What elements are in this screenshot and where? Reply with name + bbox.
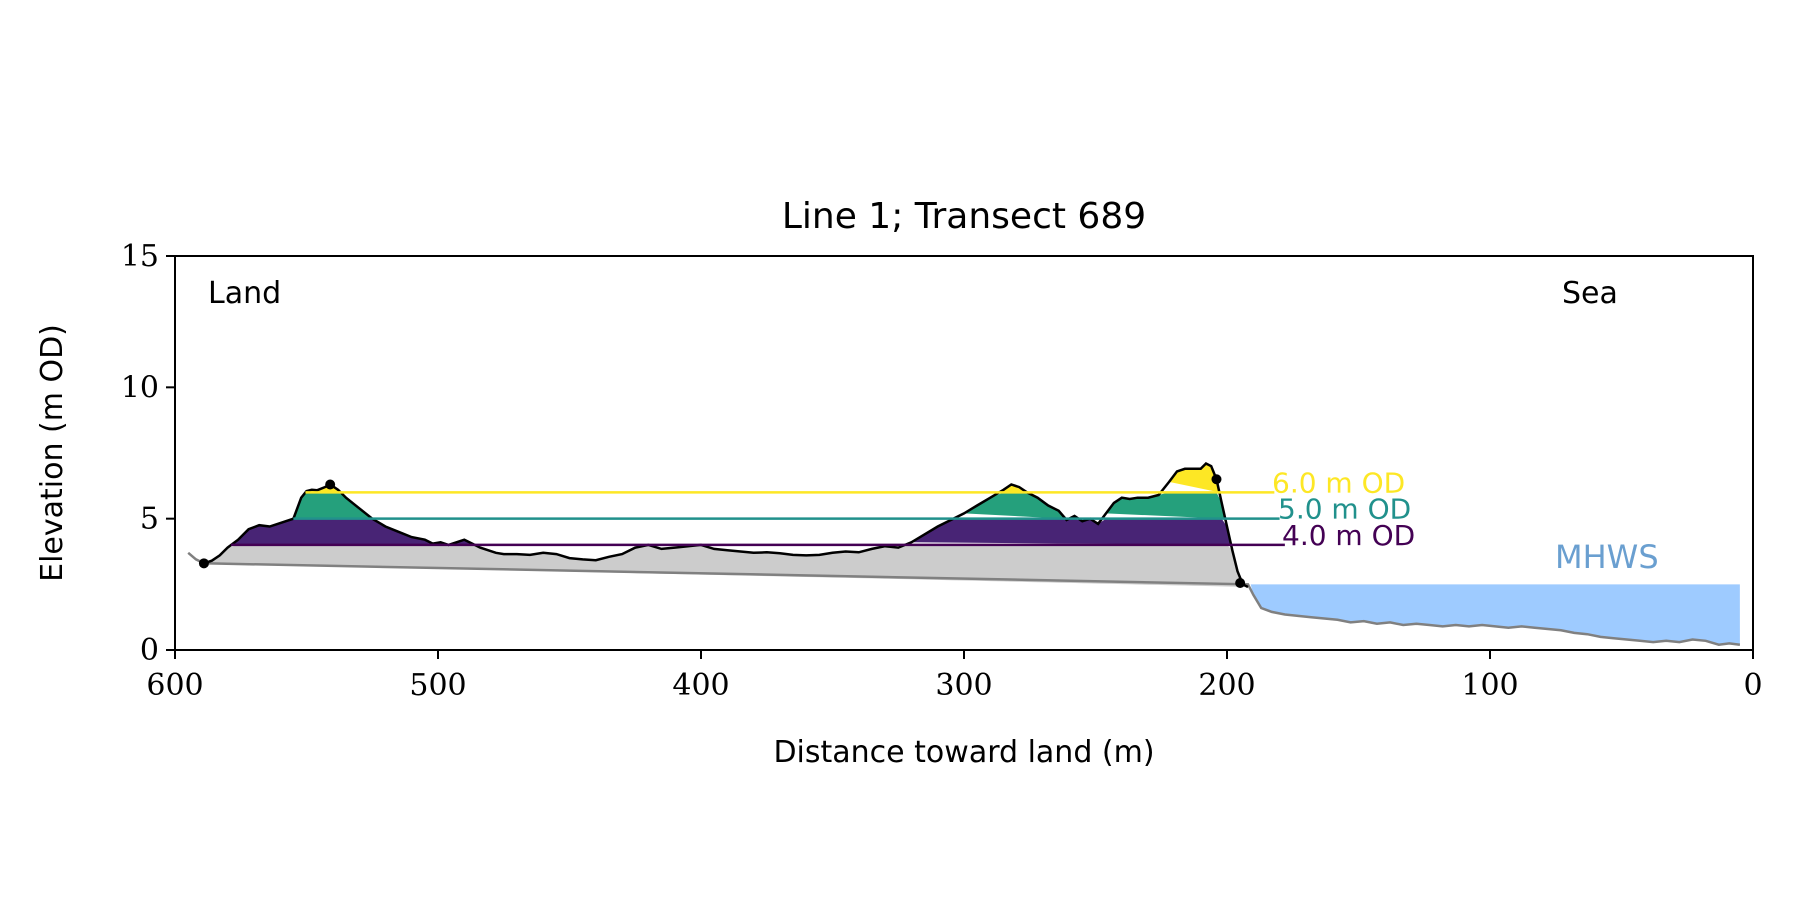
band-5-6-fill xyxy=(1106,492,1226,519)
y-axis-label: Elevation (m OD) xyxy=(35,324,70,582)
level-label-6: 6.0 m OD xyxy=(1272,466,1405,499)
chart-title: Line 1; Transect 689 xyxy=(782,196,1146,237)
x-tick-label: 500 xyxy=(409,668,466,703)
x-tick-label: 200 xyxy=(1198,668,1255,703)
x-tick-label: 600 xyxy=(146,668,203,703)
y-tick-label: 10 xyxy=(121,370,159,405)
profile-markers xyxy=(198,474,1246,589)
profile-marker xyxy=(198,558,209,569)
x-axis-ticks: 600 500 400 300 200 100 0 xyxy=(146,650,1763,703)
profile-fills xyxy=(203,463,1740,645)
mhws-label: MHWS xyxy=(1555,538,1659,576)
profile-marker xyxy=(1211,474,1222,485)
profile-marker xyxy=(325,479,336,490)
y-tick-label: 15 xyxy=(121,239,159,274)
y-tick-label: 0 xyxy=(140,633,159,668)
sea-annotation: Sea xyxy=(1562,276,1618,311)
x-axis-label: Distance toward land (m) xyxy=(773,735,1154,770)
band-4-5-fill xyxy=(911,518,1232,545)
level-label-4: 4.0 m OD xyxy=(1282,519,1415,552)
profile-marker xyxy=(1235,578,1246,589)
y-tick-label: 5 xyxy=(140,502,159,537)
level-label-5: 5.0 m OD xyxy=(1278,493,1411,526)
x-tick-label: 0 xyxy=(1743,668,1762,703)
band-5-6-fill xyxy=(293,492,954,519)
mhws-water-fill xyxy=(1250,584,1740,645)
land-annotation: Land xyxy=(208,276,281,311)
x-tick-label: 400 xyxy=(672,668,729,703)
x-tick-label: 300 xyxy=(935,668,992,703)
lower-profile-line xyxy=(187,551,1741,646)
x-tick-label: 100 xyxy=(1461,668,1518,703)
volume-levels: 6.0 m OD5.0 m OD4.0 m OD xyxy=(231,466,1415,552)
band-4-5-fill xyxy=(231,518,475,545)
y-axis-ticks: 0 5 10 15 xyxy=(121,239,175,668)
base-fill xyxy=(203,544,1248,587)
